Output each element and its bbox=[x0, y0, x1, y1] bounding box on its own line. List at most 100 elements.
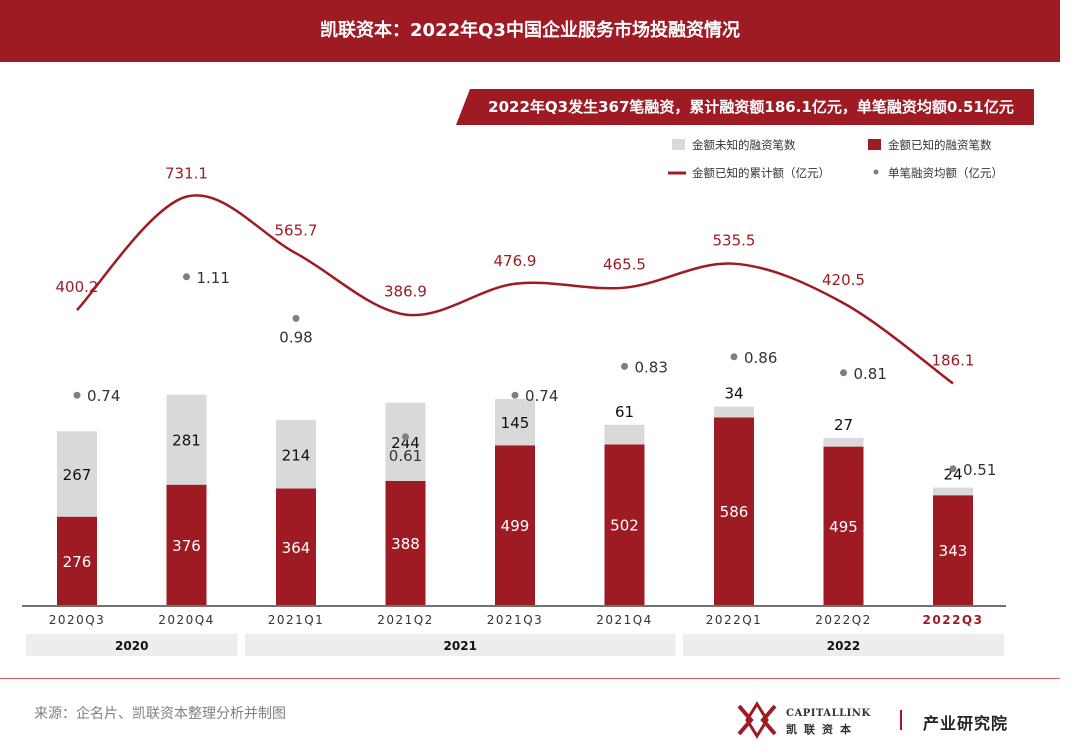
label-known-2022Q1: 586 bbox=[720, 503, 749, 521]
tick-label-2022Q1: 2022Q1 bbox=[706, 613, 763, 627]
department-name: 产业研究院 bbox=[923, 714, 1009, 733]
label-unknown-2021Q2: 244 bbox=[391, 434, 420, 452]
label-avg-2022Q2: 0.81 bbox=[854, 365, 887, 383]
label-unknown-2021Q4: 61 bbox=[615, 403, 634, 421]
capitallink-logo: CAPITALLINK 凯联资本 产业研究院 bbox=[733, 700, 1033, 740]
legend-label-amount: 金额已知的累计额（亿元） bbox=[692, 166, 830, 180]
avg-point-2020Q4 bbox=[183, 273, 190, 281]
label-amount-2021Q3: 476.9 bbox=[494, 252, 537, 270]
legend-label-known: 金额已知的融资笔数 bbox=[888, 138, 992, 152]
label-known-2022Q3: 343 bbox=[939, 542, 968, 560]
label-known-2022Q2: 495 bbox=[829, 518, 858, 536]
logo-mark-icon bbox=[737, 701, 777, 739]
bar-known-2022Q2 bbox=[823, 446, 864, 605]
label-avg-2021Q3: 0.74 bbox=[525, 387, 558, 405]
label-known-2021Q1: 364 bbox=[282, 539, 311, 557]
label-amount-2021Q2: 386.9 bbox=[384, 283, 427, 301]
label-avg-2021Q4: 0.83 bbox=[635, 358, 668, 376]
label-known-2021Q3: 499 bbox=[501, 517, 530, 535]
tick-label-2021Q3: 2021Q3 bbox=[487, 613, 544, 627]
avg-point-2021Q4 bbox=[621, 362, 628, 370]
logo-chinese: 凯联资本 bbox=[786, 723, 858, 736]
label-unknown-2022Q2: 27 bbox=[834, 416, 853, 434]
tick-label-2021Q4: 2021Q4 bbox=[596, 613, 653, 627]
bar-unknown-2022Q2 bbox=[823, 437, 864, 447]
summary-banner-text: 2022年Q3发生367笔融资，累计融资额186.1亿元，单笔融资均额0.51亿… bbox=[488, 98, 1014, 116]
legend-label-avg: 单笔融资均额（亿元） bbox=[888, 166, 1003, 180]
year-band-2020 bbox=[26, 634, 238, 656]
legend-label-unknown: 金额未知的融资笔数 bbox=[692, 138, 796, 152]
legend-dot-avg bbox=[873, 169, 879, 175]
bar-known-2021Q3 bbox=[495, 445, 535, 605]
tick-label-2022Q3: 2022Q3 bbox=[923, 613, 984, 627]
bar-unknown-2021Q1 bbox=[276, 420, 316, 489]
year-label-2021: 2021 bbox=[444, 639, 477, 653]
page-title: 凯联资本：2022年Q3中国企业服务市场投融资情况 bbox=[320, 20, 740, 41]
bar-unknown-2021Q2 bbox=[385, 402, 426, 481]
bar-known-2021Q4 bbox=[604, 444, 645, 605]
bar-unknown-2022Q1 bbox=[714, 406, 754, 418]
header-bar bbox=[0, 0, 1060, 62]
label-avg-2022Q3: 0.51 bbox=[963, 461, 996, 479]
bar-known-2021Q1 bbox=[276, 488, 316, 605]
avg-point-2021Q3 bbox=[511, 391, 519, 399]
label-amount-2021Q4: 465.5 bbox=[603, 256, 646, 274]
bar-unknown-2020Q4 bbox=[166, 394, 207, 485]
label-amount-2021Q1: 565.7 bbox=[275, 221, 318, 239]
year-label-2020: 2020 bbox=[115, 639, 148, 653]
label-avg-2022Q1: 0.86 bbox=[744, 349, 777, 367]
tick-label-2020Q4: 2020Q4 bbox=[158, 613, 215, 627]
label-amount-2022Q2: 420.5 bbox=[822, 271, 865, 289]
label-avg-2020Q4: 1.11 bbox=[197, 269, 230, 287]
label-known-2020Q4: 376 bbox=[172, 537, 201, 555]
legend-swatch-unknown bbox=[672, 139, 685, 150]
avg-point-2022Q3 bbox=[949, 465, 957, 473]
tick-label-2021Q1: 2021Q1 bbox=[268, 613, 325, 627]
label-unknown-2022Q3: 24 bbox=[943, 466, 962, 484]
label-unknown-2021Q3: 145 bbox=[501, 414, 530, 432]
avg-point-2021Q1 bbox=[292, 314, 300, 322]
year-label-2022: 2022 bbox=[827, 639, 860, 653]
label-avg-2020Q3: 0.74 bbox=[87, 387, 120, 405]
bar-known-2022Q1 bbox=[714, 417, 754, 605]
label-amount-2022Q1: 535.5 bbox=[713, 232, 756, 250]
bar-known-2020Q4 bbox=[166, 484, 207, 605]
label-unknown-2022Q1: 34 bbox=[724, 385, 743, 403]
source-note: 来源：企名片、凯联资本整理分析并制图 bbox=[34, 706, 286, 722]
logo-separator bbox=[900, 710, 902, 730]
bar-unknown-2021Q3 bbox=[495, 398, 535, 446]
summary-banner: 2022年Q3发生367笔融资，累计融资额186.1亿元，单笔融资均额0.51亿… bbox=[456, 89, 1034, 125]
label-amount-2020Q4: 731.1 bbox=[165, 165, 208, 183]
bar-unknown-2021Q4 bbox=[604, 424, 645, 445]
footer-divider bbox=[0, 678, 1060, 679]
label-unknown-2020Q3: 267 bbox=[63, 466, 92, 484]
label-amount-2022Q3: 186.1 bbox=[932, 351, 975, 369]
logo-english: CAPITALLINK bbox=[786, 708, 871, 719]
tick-label-2021Q2: 2021Q2 bbox=[377, 613, 434, 627]
avg-point-2021Q2 bbox=[402, 433, 409, 441]
amount-line bbox=[76, 194, 954, 385]
label-avg-2021Q2: 0.61 bbox=[389, 447, 422, 465]
tick-label-2020Q3: 2020Q3 bbox=[49, 613, 106, 627]
avg-point-2020Q3 bbox=[73, 391, 81, 399]
label-known-2020Q3: 276 bbox=[63, 553, 92, 571]
bar-unknown-2020Q3 bbox=[57, 431, 97, 517]
bar-known-2020Q3 bbox=[57, 516, 97, 605]
bar-unknown-2022Q3 bbox=[933, 487, 973, 496]
label-unknown-2021Q1: 214 bbox=[282, 446, 311, 464]
bar-known-2022Q3 bbox=[933, 495, 973, 605]
label-known-2021Q2: 388 bbox=[391, 535, 420, 553]
bar-known-2021Q2 bbox=[385, 480, 426, 605]
year-band-2022 bbox=[683, 634, 1004, 656]
avg-point-2022Q2 bbox=[840, 369, 847, 377]
label-avg-2021Q1: 0.98 bbox=[279, 328, 312, 346]
tick-label-2022Q2: 2022Q2 bbox=[815, 613, 872, 627]
banner-shape bbox=[456, 89, 1034, 125]
label-unknown-2020Q4: 281 bbox=[172, 432, 201, 450]
avg-point-2022Q1 bbox=[730, 353, 738, 361]
label-known-2021Q4: 502 bbox=[610, 517, 639, 535]
legend-swatch-known bbox=[868, 139, 881, 150]
label-amount-2020Q3: 400.2 bbox=[56, 278, 99, 296]
year-band-2021 bbox=[245, 634, 676, 656]
